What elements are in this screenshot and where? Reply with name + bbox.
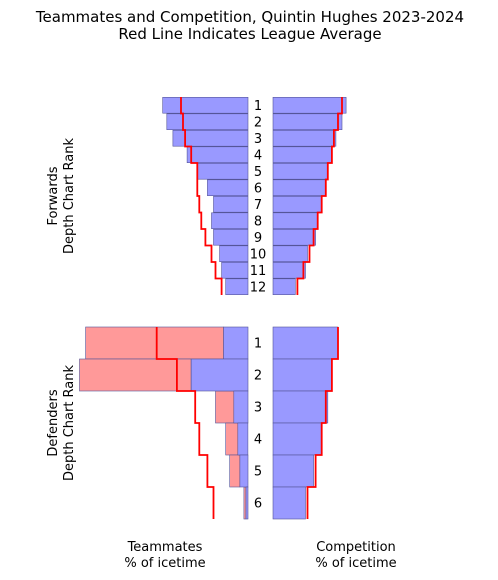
- defenders-teammates-extra-bar-6: [243, 486, 247, 520]
- forwards-rank-label-11: 11: [250, 264, 267, 279]
- defenders-teammates-extra-bar-2: [79, 358, 192, 392]
- forwards-competition-bar-7: [272, 196, 323, 213]
- forwards-competition-bar-5: [272, 163, 329, 180]
- teammates-axis-label: Teammates% of icetime: [124, 540, 205, 571]
- forwards-teammates-bar-2: [166, 113, 249, 131]
- forwards-teammates-bar-10: [219, 245, 249, 263]
- forwards-competition-bar-4: [272, 146, 333, 164]
- defenders-rank-label-4: 4: [254, 433, 262, 448]
- forwards-teammates-bar-8: [211, 212, 249, 230]
- forwards-teammates-bar-5: [197, 163, 249, 180]
- defenders-competition-bar-3: [272, 390, 329, 424]
- forwards-competition-bar-12: [272, 278, 296, 295]
- defenders-teammates-extra-bar-3: [215, 390, 235, 424]
- defenders-rank-label-5: 5: [254, 465, 262, 480]
- forwards-rank-label-7: 7: [254, 198, 262, 213]
- forwards-rank-label-8: 8: [254, 214, 262, 229]
- defenders-teammates-bar-2: [190, 358, 249, 392]
- forwards-teammates-league-average-line: [180, 97, 223, 295]
- forwards-axis-label: ForwardsDepth Chart Rank: [46, 138, 77, 255]
- forwards-teammates-bar-11: [221, 261, 249, 279]
- defenders-rank-label-6: 6: [254, 497, 262, 512]
- defenders-rank-label-2: 2: [254, 369, 262, 384]
- forwards-rank-label-3: 3: [254, 132, 262, 147]
- defenders-rank-label-3: 3: [254, 401, 262, 416]
- defenders-axis-label: DefendersDepth Chart Rank: [46, 365, 77, 482]
- defenders-teammates-bar-5: [239, 454, 249, 488]
- forwards-competition-league-average-line: [296, 97, 343, 295]
- forwards-competition-bar-2: [272, 113, 343, 131]
- forwards-competition-bar-9: [272, 229, 316, 246]
- defenders-teammates-bar-4: [237, 422, 249, 456]
- defenders-teammates-extra-bar-1: [85, 326, 224, 360]
- chart-subtitle: Red Line Indicates League Average: [118, 25, 381, 43]
- forwards-teammates-bar-12: [225, 278, 249, 295]
- forwards-rank-label-1: 1: [254, 99, 262, 114]
- chart-marks: [79, 97, 347, 520]
- defenders-teammates-league-average-line: [155, 327, 215, 519]
- defenders-competition-league-average-line: [306, 327, 339, 519]
- defenders-competition-bar-4: [272, 422, 323, 456]
- forwards-competition-bar-3: [272, 130, 337, 147]
- defenders-teammates-bar-1: [223, 326, 249, 360]
- defenders-competition-bar-5: [272, 454, 314, 488]
- forwards-teammates-bar-4: [186, 146, 249, 164]
- forwards-teammates-bar-3: [172, 130, 249, 147]
- forwards-rank-label-6: 6: [254, 181, 262, 196]
- forwards-teammates-bar-6: [207, 179, 249, 197]
- forwards-competition-bar-11: [272, 261, 306, 279]
- forwards-teammates-bar-1: [162, 97, 249, 114]
- forwards-rank-label-4: 4: [254, 148, 262, 163]
- forwards-rank-label-12: 12: [250, 280, 267, 295]
- defenders-rank-label-1: 1: [254, 337, 262, 352]
- forwards-competition-bar-6: [272, 179, 327, 197]
- forwards-rank-label-10: 10: [250, 247, 267, 262]
- forwards-teammates-bar-7: [213, 196, 249, 213]
- defenders-competition-bar-6: [272, 486, 306, 520]
- forwards-competition-bar-10: [272, 245, 308, 263]
- forwards-rank-label-5: 5: [254, 165, 262, 180]
- competition-axis-label: Competition% of icetime: [315, 540, 396, 571]
- forwards-competition-bar-1: [272, 97, 347, 114]
- forwards-teammates-bar-9: [213, 229, 249, 246]
- defenders-teammates-bar-3: [233, 390, 249, 424]
- forwards-rank-label-9: 9: [254, 231, 262, 246]
- defenders-teammates-bar-6: [245, 486, 249, 520]
- chart-title: Teammates and Competition, Quintin Hughe…: [35, 8, 464, 26]
- defenders-competition-bar-2: [272, 358, 333, 392]
- forwards-competition-bar-8: [272, 212, 319, 230]
- defenders-teammates-extra-bar-4: [225, 422, 239, 456]
- forwards-rank-label-2: 2: [254, 115, 262, 130]
- defenders-competition-bar-1: [272, 326, 339, 360]
- defenders-teammates-extra-bar-5: [229, 454, 241, 488]
